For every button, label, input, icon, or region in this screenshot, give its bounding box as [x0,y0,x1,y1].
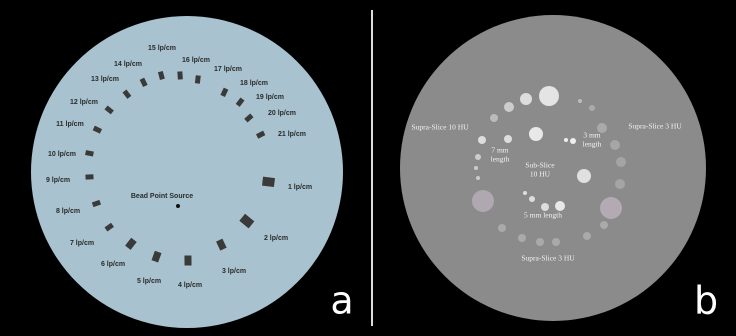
resolution-label: 7 lp/cm [70,240,94,247]
target [472,190,494,212]
bar-group [195,75,201,84]
target [504,102,514,112]
target [520,93,532,105]
target [552,238,560,246]
resolution-label: 21 lp/cm [278,131,306,138]
resolution-label: 19 lp/cm [256,94,284,101]
resolution-label: 10 lp/cm [48,151,76,158]
resolution-label: 8 lp/cm [56,208,80,215]
target [583,232,591,240]
target-label: Supra-Slice 3 HU [628,122,682,131]
target [578,99,582,103]
target [504,135,512,143]
target-label: Supra-Slice 3 HU [521,254,575,263]
resolution-label: 5 lp/cm [137,278,161,285]
resolution-label: 12 lp/cm [70,99,98,106]
target [589,105,595,111]
target [536,238,544,246]
target [570,138,576,144]
target-label: 5 mm length [524,211,562,220]
target [518,234,526,242]
target [478,136,486,144]
target-label: 3 mm [583,131,600,140]
target [610,140,620,150]
resolution-label: 11 lp/cm [56,121,84,128]
bar-group [184,255,191,265]
target [490,114,498,122]
target-label: 10 HU [530,170,551,179]
target [523,191,527,195]
resolution-label: 6 lp/cm [101,261,125,268]
resolution-label: 2 lp/cm [264,235,288,242]
resolution-label: 9 lp/cm [46,177,70,184]
resolution-label: 15 lp/cm [148,45,176,52]
resolution-label: 16 lp/cm [182,57,210,64]
target [600,221,608,229]
panel-label: b [694,279,718,323]
target [555,201,565,211]
resolution-label: 14 lp/cm [114,61,142,68]
resolution-label: 1 lp/cm [288,184,312,191]
bar-group [85,174,93,179]
target [529,196,535,202]
target [498,224,506,232]
resolution-label: 3 lp/cm [222,268,246,275]
figure: a b Bead Point Source 1 lp/cm 2 lp/cm 3 lp… [0,0,736,336]
resolution-label: 4 lp/cm [178,282,202,289]
target-label: length [583,140,602,149]
target [577,169,591,183]
target [616,157,626,167]
resolution-label: 18 lp/cm [240,80,268,87]
target-label: Supra-Slice 10 HU [411,123,469,132]
bar-group [262,177,275,187]
target [539,86,559,106]
center-label: Bead Point Source [131,193,193,200]
resolution-label: 17 lp/cm [214,66,242,73]
target [564,138,568,142]
target [474,166,478,170]
target [476,176,480,180]
target-label: length [491,155,510,164]
panel-label: a [330,279,353,323]
target [529,127,543,141]
target-label: Sub-Slice [525,161,555,170]
bead [176,204,180,208]
target [600,197,622,219]
bar-group [177,71,183,79]
resolution-label: 13 lp/cm [91,76,119,83]
target-label: 7 mm [491,146,508,155]
target [475,154,481,160]
target [615,179,625,189]
resolution-label: 20 lp/cm [268,110,296,117]
